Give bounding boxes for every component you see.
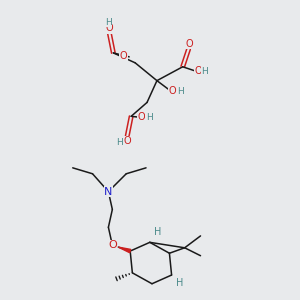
Text: H: H [176,278,183,288]
Text: H: H [154,227,161,237]
Text: O: O [106,23,113,33]
Text: H: H [116,138,123,147]
Polygon shape [118,247,131,253]
Text: O: O [108,240,117,250]
Text: O: O [123,136,131,146]
Text: O: O [119,51,127,61]
Text: N: N [104,187,112,196]
Text: H: H [105,18,112,27]
Text: H: H [201,67,208,76]
Text: O: O [186,39,194,49]
Text: H: H [177,87,184,96]
Text: O: O [169,85,177,96]
Text: O: O [195,66,203,76]
Text: H: H [146,113,152,122]
Text: O: O [137,112,145,122]
